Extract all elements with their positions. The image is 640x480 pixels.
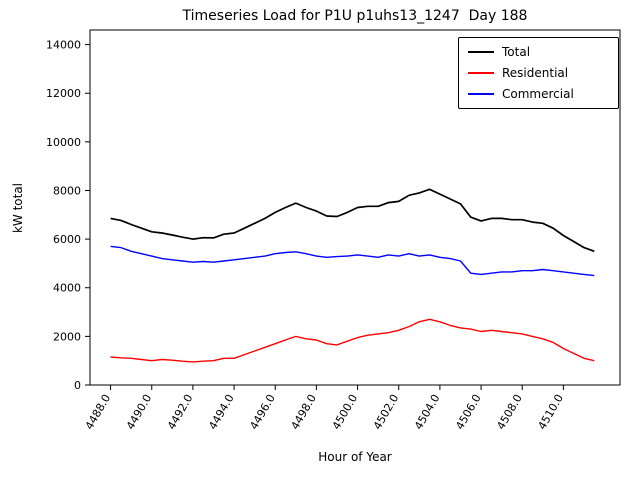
legend: Total Residential Commercial [458,37,619,109]
legend-swatch [468,72,494,74]
legend-item-commercial: Commercial [468,87,608,101]
y-tick-label: 6000 [53,233,81,246]
legend-swatch [468,51,494,53]
x-tick-label: 4496.0 [247,392,278,432]
legend-label: Commercial [502,87,574,101]
x-tick-label: 4494.0 [206,392,237,432]
series-line-residential [110,318,595,363]
legend-label: Total [502,45,531,59]
y-axis-label: kW total [11,182,25,234]
y-tick-label: 8000 [53,184,81,197]
y-tick-label: 0 [74,379,81,392]
x-tick-label: 4490.0 [124,392,155,432]
x-tick-label: 4500.0 [330,392,361,432]
y-tick-label: 2000 [53,330,81,343]
x-tick-label: 4502.0 [371,392,402,432]
x-tick-label: 4508.0 [494,392,525,432]
y-tick-label: 14000 [46,39,81,52]
y-tick-label: 10000 [46,136,81,149]
x-axis-label: Hour of Year [318,450,392,464]
legend-swatch [468,93,494,95]
x-tick-label: 4488.0 [83,392,114,432]
legend-item-total: Total [468,45,608,59]
series-line-commercial [110,245,595,277]
x-tick-label: 4492.0 [165,392,196,432]
x-tick-label: 4498.0 [288,392,319,432]
y-tick-label: 12000 [46,87,81,100]
y-tick-label: 4000 [53,282,81,295]
x-tick-label: 4506.0 [453,392,484,432]
legend-label: Residential [502,66,569,80]
axes-frame [89,29,621,386]
x-tick-label: 4504.0 [412,392,443,432]
legend-item-residential: Residential [468,66,608,80]
x-tick-label: 4510.0 [535,392,566,432]
chart-title: Timeseries Load for P1U p1uhs13_1247 Day… [182,8,528,24]
series-line-total [110,188,595,253]
